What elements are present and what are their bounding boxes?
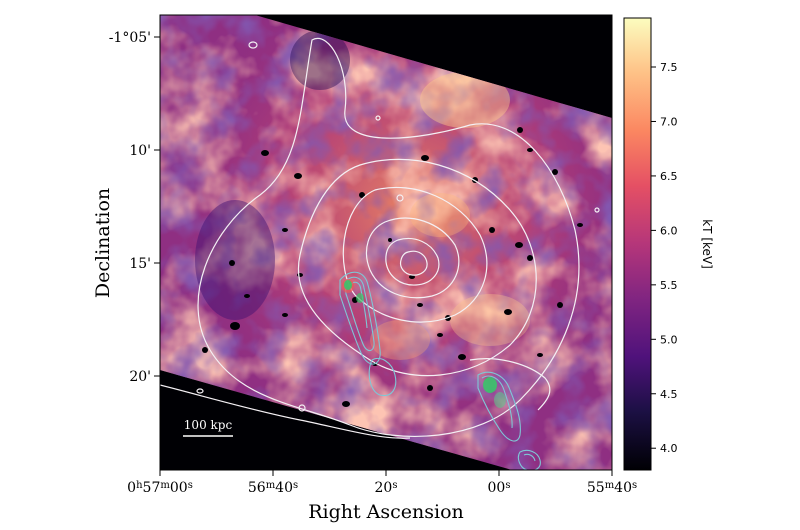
- colorbar-ticks: 4.0 4.5 5.0 5.5 6.0 6.5 7.0 7.5: [651, 61, 678, 455]
- colorbar: 4.0 4.5 5.0 5.5 6.0 6.5 7.0 7.5 kT [keV]: [623, 17, 714, 471]
- y-tick-label: -1°05': [109, 30, 151, 46]
- colorbar-tick-label: 7.5: [660, 61, 678, 74]
- x-axis-title: Right Ascension: [308, 501, 464, 523]
- colorbar-gradient: [623, 17, 652, 471]
- colorbar-tick-label: 4.5: [660, 388, 678, 401]
- colorbar-tick-label: 6.0: [660, 224, 678, 237]
- scale-bar-label: 100 kpc: [184, 418, 233, 432]
- x-tick-label: 20s: [375, 480, 398, 497]
- radio-contours: [339, 271, 541, 470]
- xray-contours: [160, 37, 600, 439]
- y-tick-label: 20': [129, 369, 151, 385]
- colorbar-tick-label: 6.5: [660, 170, 678, 183]
- x-tick-label: 00s: [488, 480, 511, 497]
- colorbar-title: kT [keV]: [700, 219, 714, 269]
- radio-cores: [342, 279, 506, 408]
- scale-bar: 100 kpc: [183, 418, 233, 437]
- y-tick-label: 15': [129, 256, 151, 272]
- x-tick-label: 56m40s: [248, 480, 298, 497]
- plot-area: 100 kpc: [159, 14, 613, 471]
- y-axis-title: Declination: [92, 188, 114, 298]
- x-axis: 0h57m00s 56m40s 20s 00s 55m40s: [127, 470, 637, 496]
- y-tick-label: 10': [129, 143, 151, 159]
- colorbar-tick-label: 4.0: [660, 442, 678, 455]
- x-tick-label: 0h57m00s: [127, 480, 193, 497]
- colorbar-tick-label: 5.0: [660, 333, 678, 346]
- x-tick-label: 55m40s: [587, 480, 637, 497]
- colorbar-tick-label: 5.5: [660, 279, 678, 292]
- colorbar-tick-label: 7.0: [660, 115, 678, 128]
- y-axis: -1°05' 10' 15' 20': [109, 30, 160, 385]
